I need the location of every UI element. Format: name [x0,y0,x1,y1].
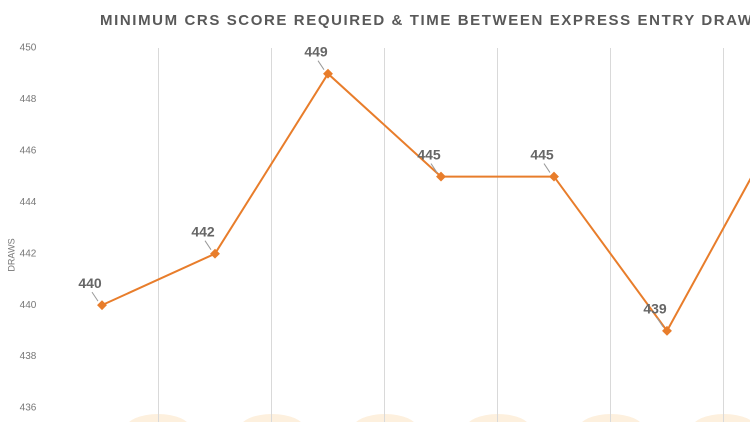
point [662,325,672,336]
data-label: 440 [78,275,102,291]
chart-title: MINIMUM CRS SCORE REQUIRED & TIME BETWEE… [100,12,750,29]
leader-line [656,317,664,328]
y-tick-label: 450 [20,43,37,54]
y-tick-label: 442 [20,248,37,259]
data-label: 439 [643,301,667,317]
y-tick-label: 438 [20,351,37,362]
line [101,72,750,333]
decor [129,414,750,422]
y-tick-label: 446 [20,145,37,156]
leader-line [543,163,551,173]
data-label: 449 [304,43,328,59]
point [210,248,220,259]
point [436,171,446,182]
y-tick-label: 436 [20,403,37,414]
y-tick-label: 448 [20,94,37,105]
data-label: 445 [417,146,441,162]
leader-line [430,163,438,173]
leader-line [91,291,99,302]
y-axis-label: DRAWS [6,238,16,271]
data-label: 445 [530,146,554,162]
y-tick-label: 444 [20,197,37,208]
point [97,300,107,311]
data-label: 442 [191,223,215,239]
point [549,171,559,182]
leader-line [317,60,325,70]
leader-line [204,240,212,250]
y-tick-label: 440 [20,300,37,311]
